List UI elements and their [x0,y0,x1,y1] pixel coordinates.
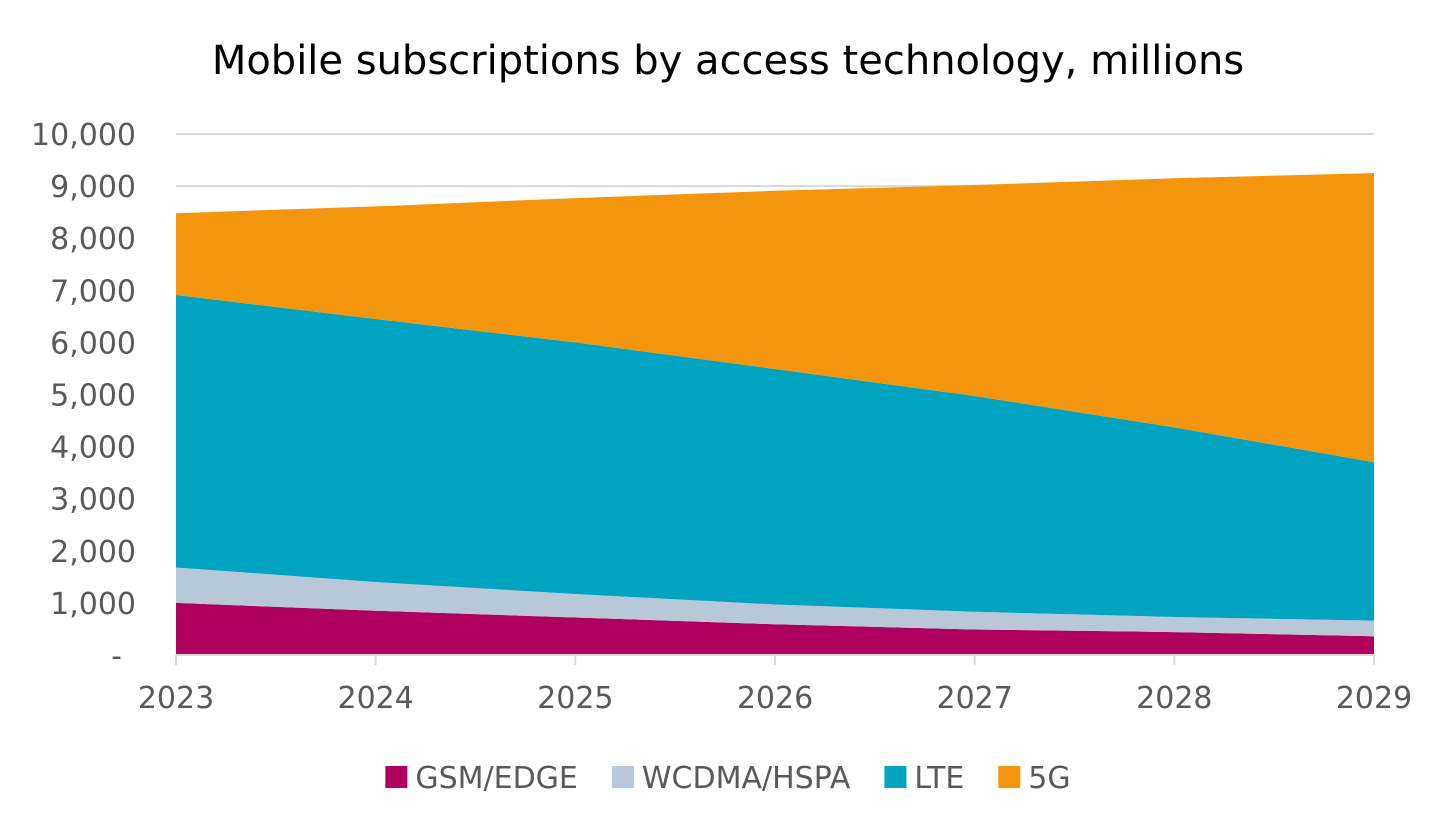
legend: GSM/EDGE WCDMA/HSPA LTE 5G [385,761,1071,796]
x-tick-label: 2023 [138,681,214,716]
y-tick-label: 5,000 [50,379,136,414]
x-tick-label: 2024 [337,681,413,716]
x-tick-label: 2027 [936,681,1012,716]
y-tick-label: 1,000 [50,587,136,622]
x-tick-label: 2029 [1336,681,1412,716]
x-tick-label: 2025 [537,681,613,716]
axes [175,654,1375,665]
area-series-5g [176,173,1374,463]
legend-swatch-lte [884,766,907,788]
y-tick-label: - [111,639,122,674]
area-series-lte [176,294,1374,621]
legend-label-5g: 5G [1028,761,1070,796]
legend-swatch-wcdma-hspa [611,766,634,788]
legend-swatch-gsm-edge [385,766,408,788]
x-axis-ticks: 2023 2024 2025 2026 2027 2028 2029 [138,681,1412,716]
y-axis-ticks: - 1,000 2,000 3,000 4,000 5,000 6,000 7,000 8,00… [31,118,136,674]
y-tick-label: 9,000 [50,170,136,205]
legend-label-lte: LTE [914,761,964,796]
y-tick-label: 8,000 [50,222,136,257]
legend-swatch-5g [998,766,1021,788]
y-tick-label: 10,000 [31,118,136,153]
chart-title: Mobile subscriptions by access technolog… [212,38,1244,84]
x-tick-label: 2028 [1136,681,1212,716]
y-tick-label: 3,000 [50,483,136,518]
x-tick-label: 2026 [737,681,813,716]
area-series-wcdma-hspa [176,567,1374,637]
y-tick-label: 7,000 [50,274,136,309]
area-series-gsm-edge [176,602,1374,655]
y-tick-label: 6,000 [50,326,136,361]
plot-area [176,173,1374,655]
y-tick-label: 4,000 [50,431,136,466]
y-tick-label: 2,000 [50,535,136,570]
legend-label-wcdma-hspa: WCDMA/HSPA [642,761,851,796]
legend-label-gsm-edge: GSM/EDGE [415,761,578,796]
